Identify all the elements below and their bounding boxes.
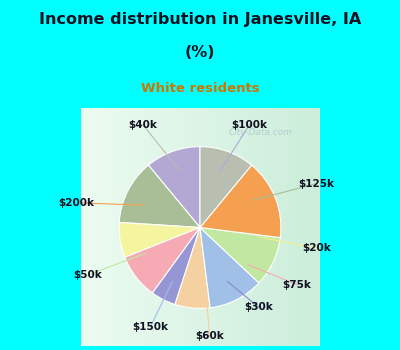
- Text: (%): (%): [185, 44, 215, 60]
- Text: City-Data.com: City-Data.com: [228, 127, 292, 136]
- Text: $200k: $200k: [58, 198, 94, 208]
- Text: $60k: $60k: [195, 331, 224, 341]
- Wedge shape: [175, 228, 210, 308]
- Text: $150k: $150k: [132, 322, 168, 331]
- Text: White residents: White residents: [141, 83, 259, 96]
- Wedge shape: [200, 147, 252, 228]
- Wedge shape: [125, 228, 200, 293]
- Wedge shape: [148, 147, 200, 228]
- Wedge shape: [200, 228, 259, 308]
- Wedge shape: [200, 165, 281, 238]
- Text: $75k: $75k: [283, 280, 312, 289]
- Text: $20k: $20k: [302, 244, 330, 253]
- Wedge shape: [200, 228, 280, 283]
- Text: $50k: $50k: [73, 270, 102, 280]
- Wedge shape: [152, 228, 200, 304]
- Wedge shape: [119, 165, 200, 228]
- Text: $125k: $125k: [298, 179, 334, 189]
- Text: $100k: $100k: [232, 120, 268, 130]
- Wedge shape: [119, 222, 200, 257]
- Text: Income distribution in Janesville, IA: Income distribution in Janesville, IA: [39, 12, 361, 27]
- Text: $40k: $40k: [128, 120, 157, 130]
- Text: $30k: $30k: [245, 302, 273, 313]
